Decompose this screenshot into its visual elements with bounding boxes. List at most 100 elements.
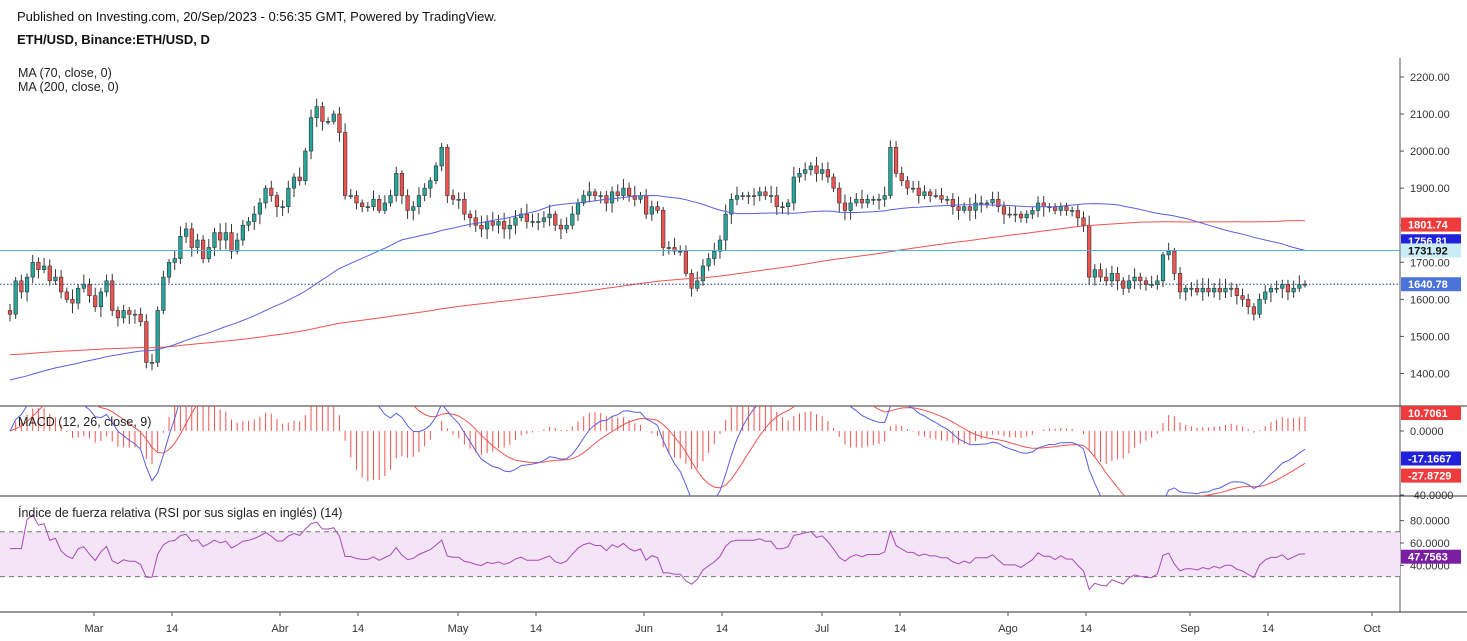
candle-body	[598, 195, 603, 197]
candle-body	[723, 213, 728, 241]
candle-body	[632, 195, 637, 200]
time-tick-label: Abr	[271, 623, 288, 635]
candle	[1183, 285, 1188, 301]
candle-body	[189, 228, 194, 248]
candle-body	[1229, 287, 1234, 290]
candle-body	[98, 291, 103, 308]
candle	[1149, 275, 1154, 288]
candle	[161, 270, 166, 315]
candle	[53, 269, 58, 285]
candle-body	[1274, 287, 1279, 290]
candle	[1234, 284, 1239, 305]
candle	[365, 202, 370, 212]
candle	[1058, 202, 1063, 216]
candle	[280, 200, 285, 217]
candle-body	[172, 258, 177, 263]
candle	[257, 198, 263, 225]
candle-body	[768, 195, 774, 197]
candle	[604, 190, 609, 212]
candle-body	[132, 313, 138, 316]
candle	[939, 188, 944, 203]
candle-body	[655, 206, 660, 211]
candle	[360, 199, 365, 213]
candle-body	[530, 221, 535, 223]
candle	[201, 235, 206, 264]
candle-body	[513, 217, 518, 226]
candle-body	[502, 221, 507, 230]
candle-body	[149, 362, 155, 364]
candle-body	[1138, 276, 1143, 282]
candle	[115, 306, 121, 327]
candle-body	[41, 265, 47, 271]
candle-body	[252, 213, 257, 222]
candle	[1268, 285, 1274, 303]
candle-body	[13, 280, 18, 315]
macd-line	[9, 406, 1306, 496]
candle-body	[405, 195, 410, 211]
price-tick-label: 2200.00	[1410, 72, 1450, 84]
candle	[13, 277, 18, 319]
candle	[967, 197, 972, 221]
candle	[570, 206, 575, 230]
candle	[990, 191, 995, 207]
candle-body	[1257, 299, 1262, 315]
price-tick-label: 2000.00	[1410, 146, 1450, 158]
candle	[172, 250, 177, 271]
candle-body	[899, 173, 904, 182]
candle-body	[1200, 287, 1205, 293]
candle-body	[842, 202, 848, 211]
price-badge-bg	[1401, 243, 1461, 258]
candle	[274, 191, 280, 217]
candle-body	[1070, 210, 1075, 212]
candle-body	[786, 202, 791, 207]
candle-body	[64, 291, 69, 300]
macd-tick-label: 0.0000	[1410, 426, 1444, 438]
candle	[729, 193, 734, 225]
candle	[865, 194, 870, 208]
candle-body	[740, 195, 745, 197]
candle-body	[570, 213, 575, 226]
ma70-line	[9, 194, 1306, 381]
candle-body	[1251, 306, 1256, 315]
candle-body	[240, 224, 245, 241]
price-tick-label: 1400.00	[1410, 369, 1450, 381]
candle-body	[876, 198, 882, 201]
candle-body	[1234, 287, 1239, 296]
macd-badge-label: 10.7061	[1408, 408, 1448, 420]
candle-body	[507, 224, 512, 230]
macd-badge-label: -17.1667	[1408, 453, 1451, 465]
candle	[558, 218, 564, 240]
candle	[269, 180, 274, 202]
candle	[240, 219, 245, 246]
candle	[337, 107, 342, 142]
candle-body	[933, 195, 938, 197]
candle	[30, 254, 35, 284]
macd-group	[9, 406, 1306, 496]
candle-body	[746, 195, 751, 197]
rsi-band	[0, 531, 1400, 577]
rsi-line	[10, 513, 1306, 591]
candle-body	[558, 224, 564, 230]
candle	[144, 314, 149, 369]
candle	[768, 185, 774, 204]
candle	[899, 166, 904, 186]
candle	[1064, 202, 1069, 216]
candle	[1024, 210, 1029, 224]
candle-body	[30, 261, 35, 278]
candle	[1274, 280, 1279, 294]
candle-body	[1297, 284, 1302, 289]
candle-body	[1087, 224, 1092, 278]
candle	[1138, 272, 1143, 290]
price-badge-label: 1731.92	[1408, 245, 1448, 257]
candle	[445, 144, 450, 203]
time-tick-label: May	[448, 623, 469, 635]
candle-body	[416, 195, 422, 207]
candle	[1212, 283, 1217, 298]
candle	[138, 307, 143, 327]
candle	[922, 185, 927, 200]
candle-body	[1246, 299, 1251, 308]
candle	[689, 269, 694, 297]
candle-body	[308, 117, 314, 152]
candle	[746, 191, 751, 204]
